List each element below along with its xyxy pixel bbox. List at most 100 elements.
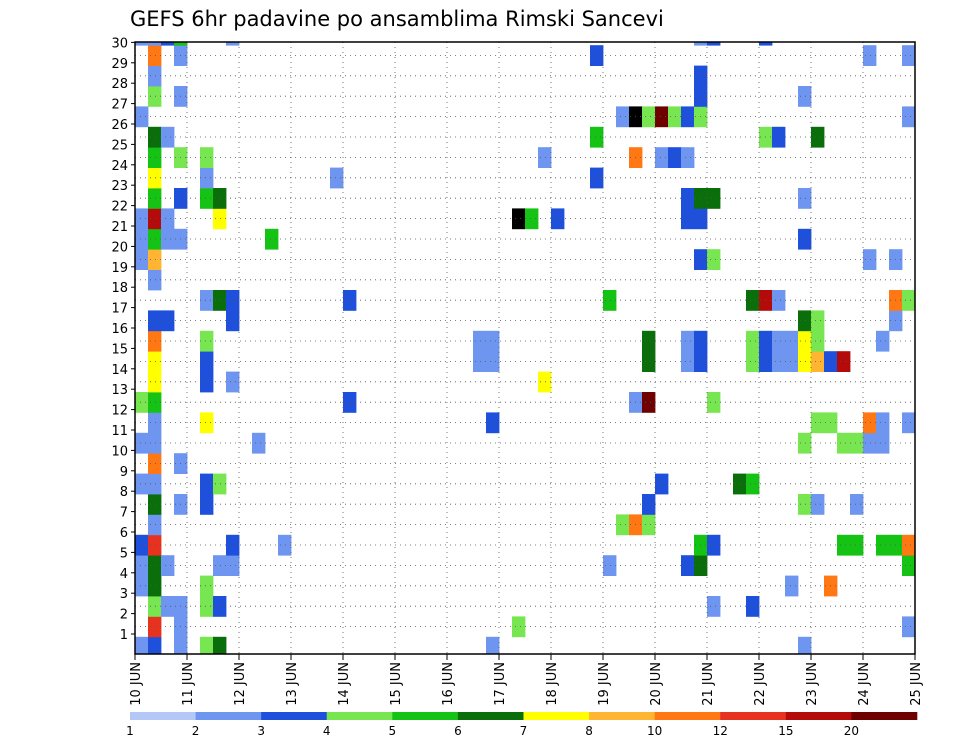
heatmap-cell (200, 494, 214, 515)
y-tick-label: 12 (111, 404, 128, 419)
heatmap-cell (148, 65, 162, 87)
heatmap-cell (876, 330, 890, 352)
heatmap-cell (148, 392, 162, 413)
heatmap-cell (837, 351, 851, 372)
heatmap-cell (798, 330, 812, 352)
y-tick-label: 27 (111, 98, 128, 113)
heatmap-cell (837, 534, 851, 556)
heatmap-cell (590, 167, 604, 189)
y-tick-label: 23 (111, 179, 128, 194)
heatmap-cell (148, 269, 162, 291)
heatmap-cell (148, 555, 162, 576)
colorbar-swatch (392, 712, 459, 720)
x-tick-label: 13 JUN (285, 662, 300, 706)
colorbar-label: 2 (192, 724, 200, 738)
colorbar-label: 12 (713, 724, 728, 738)
heatmap-cell (200, 371, 214, 393)
heatmap-cell (603, 290, 617, 311)
heatmap-cell (226, 534, 240, 556)
colorbar-swatch (457, 712, 524, 720)
heatmap-cell (746, 351, 760, 372)
heatmap-cell (746, 290, 760, 311)
heatmap-cell (616, 514, 630, 536)
colorbar-label: 1 (126, 724, 134, 738)
heatmap-cell (148, 147, 162, 168)
heatmap-cell (655, 147, 669, 168)
heatmap-cell (161, 310, 175, 332)
heatmap-cell (733, 473, 747, 495)
heatmap-cell (486, 636, 500, 655)
colorbar-label: 20 (844, 724, 859, 738)
heatmap-cell (148, 330, 162, 352)
heatmap-cell (200, 596, 214, 617)
heatmap-cell (200, 412, 214, 434)
heatmap-cell (200, 351, 214, 372)
colorbar-swatch (785, 712, 852, 720)
colorbar-swatch (261, 712, 328, 720)
heatmap-cell (811, 126, 825, 148)
heatmap-cell (226, 371, 240, 393)
y-tick-label: 30 (111, 36, 128, 51)
heatmap-cell (148, 351, 162, 372)
heatmap-cell (213, 188, 227, 209)
heatmap-cell (811, 310, 825, 332)
heatmap-cell (811, 351, 825, 372)
heatmap-cell (226, 310, 240, 332)
heatmap-cell (785, 330, 799, 352)
heatmap-cell (161, 126, 175, 148)
heatmap-cell (525, 208, 539, 230)
x-tick-label: 18 JUN (545, 662, 560, 706)
heatmap-cell (252, 432, 266, 454)
x-tick-label: 24 JUN (857, 662, 872, 706)
y-tick-label: 19 (111, 261, 128, 276)
heatmap-cell (200, 167, 214, 189)
heatmap-cell (642, 330, 656, 352)
y-tick-label: 2 (120, 608, 128, 623)
x-tick-label: 22 JUN (753, 662, 768, 706)
heatmap-cell (200, 473, 214, 495)
heatmap-cell (863, 412, 877, 434)
x-tick-label: 23 JUN (805, 662, 820, 706)
x-tick-label: 15 JUN (389, 662, 404, 706)
heatmap-cell (707, 188, 721, 209)
heatmap-cell (148, 494, 162, 515)
heatmap-cell (135, 249, 149, 270)
colorbar-label: 4 (323, 724, 331, 738)
heatmap-cell (902, 555, 916, 576)
heatmap-cell (642, 351, 656, 372)
y-tick-label: 26 (111, 118, 128, 133)
heatmap-cells (135, 42, 916, 655)
heatmap-cell (343, 290, 357, 311)
heatmap-cell (590, 45, 604, 66)
heatmap-cell (200, 575, 214, 597)
y-tick-label: 11 (111, 424, 128, 439)
heatmap-cell (642, 514, 656, 536)
heatmap-cell (785, 351, 799, 372)
x-tick-label: 12 JUN (233, 662, 248, 706)
heatmap-cell (798, 228, 812, 250)
colorbar-swatch (195, 712, 262, 720)
y-tick-label: 22 (111, 200, 128, 215)
heatmap-cell (148, 514, 162, 536)
heatmap-cell (876, 534, 890, 556)
heatmap-cell (798, 86, 812, 107)
colorbar-label: 8 (585, 724, 593, 738)
heatmap-cell (681, 330, 695, 352)
heatmap-cell (668, 147, 682, 168)
heatmap-cell (707, 392, 721, 413)
heatmap-cell (213, 290, 227, 311)
heatmap-cell (148, 596, 162, 617)
heatmap-cell (148, 473, 162, 495)
y-tick-label: 13 (111, 383, 128, 398)
heatmap-cell (148, 42, 162, 46)
heatmap-cell (746, 473, 760, 495)
heatmap-cell (772, 126, 786, 148)
y-tick-label: 4 (120, 567, 128, 582)
heatmap-cell (265, 228, 279, 250)
colorbar-swatch (654, 712, 721, 720)
heatmap-cell (135, 432, 149, 454)
heatmap-cell (772, 351, 786, 372)
heatmap-cell (148, 310, 162, 332)
dotted-grid (135, 42, 915, 654)
